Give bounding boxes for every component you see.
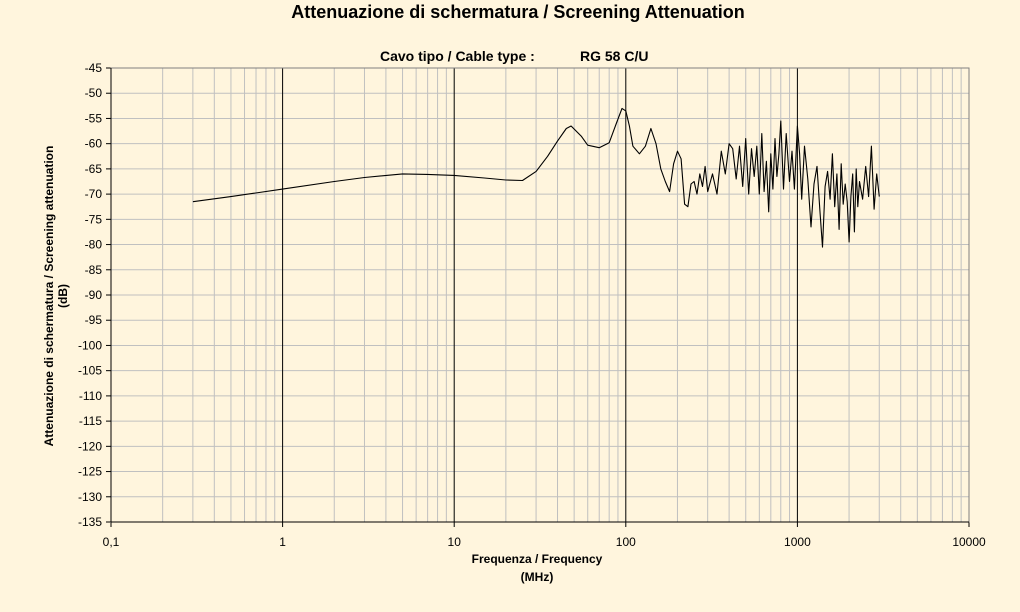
y-tick-label: -55	[85, 111, 103, 125]
x-tick-label: 10	[448, 535, 462, 549]
x-tick-label: 1000	[784, 535, 811, 549]
y-tick-label: -95	[85, 313, 103, 327]
y-tick-label: -105	[78, 364, 102, 378]
series-group	[192, 107, 880, 248]
x-tick-labels: 0,1 1 10 100 1000 10000	[103, 535, 986, 549]
y-axis-unit: (dB)	[56, 284, 70, 308]
y-tick-label: -115	[79, 414, 102, 428]
y-tick-label: -80	[85, 238, 103, 252]
y-axis-title: Attenuazione di schermatura / Screening …	[42, 145, 56, 447]
y-tick-label: -100	[78, 338, 102, 352]
y-tick-label: -110	[79, 389, 102, 403]
y-tick-label: -120	[78, 439, 102, 453]
y-tick-labels: -45 -50 -55 -60 -65 -70 -75 -80 -85 -90 -95 -100 -10…	[78, 61, 102, 529]
y-tick-label: -85	[85, 263, 103, 277]
y-tick-label: -90	[85, 288, 103, 302]
grid	[111, 67, 969, 523]
y-tick-label: -75	[85, 212, 103, 226]
y-tick-label: -45	[85, 61, 103, 75]
y-tick-label: -65	[85, 162, 103, 176]
y-tick-label: -60	[85, 137, 103, 151]
axes	[106, 67, 970, 527]
chart-subtitle-label: Cavo tipo / Cable type :	[380, 48, 535, 64]
chart-title: Attenuazione di schermatura / Screening …	[291, 2, 745, 22]
y-tick-label: -125	[78, 465, 102, 479]
x-tick-label: 100	[616, 535, 636, 549]
y-axis-title-block: Attenuazione di schermatura / Screening …	[42, 76, 70, 516]
y-tick-label: -135	[78, 515, 102, 529]
y-tick-label: -70	[85, 187, 103, 201]
x-tick-label: 1	[279, 535, 286, 549]
series-line	[192, 107, 880, 248]
x-tick-label: 10000	[952, 535, 986, 549]
chart-subtitle-value: RG 58 C/U	[580, 48, 649, 64]
x-axis-unit: (MHz)	[520, 570, 554, 584]
x-axis-title: Frequenza / Frequency	[471, 552, 603, 566]
y-tick-label: -130	[78, 490, 102, 504]
x-tick-label: 0,1	[103, 535, 120, 549]
y-tick-label: -50	[85, 86, 103, 100]
